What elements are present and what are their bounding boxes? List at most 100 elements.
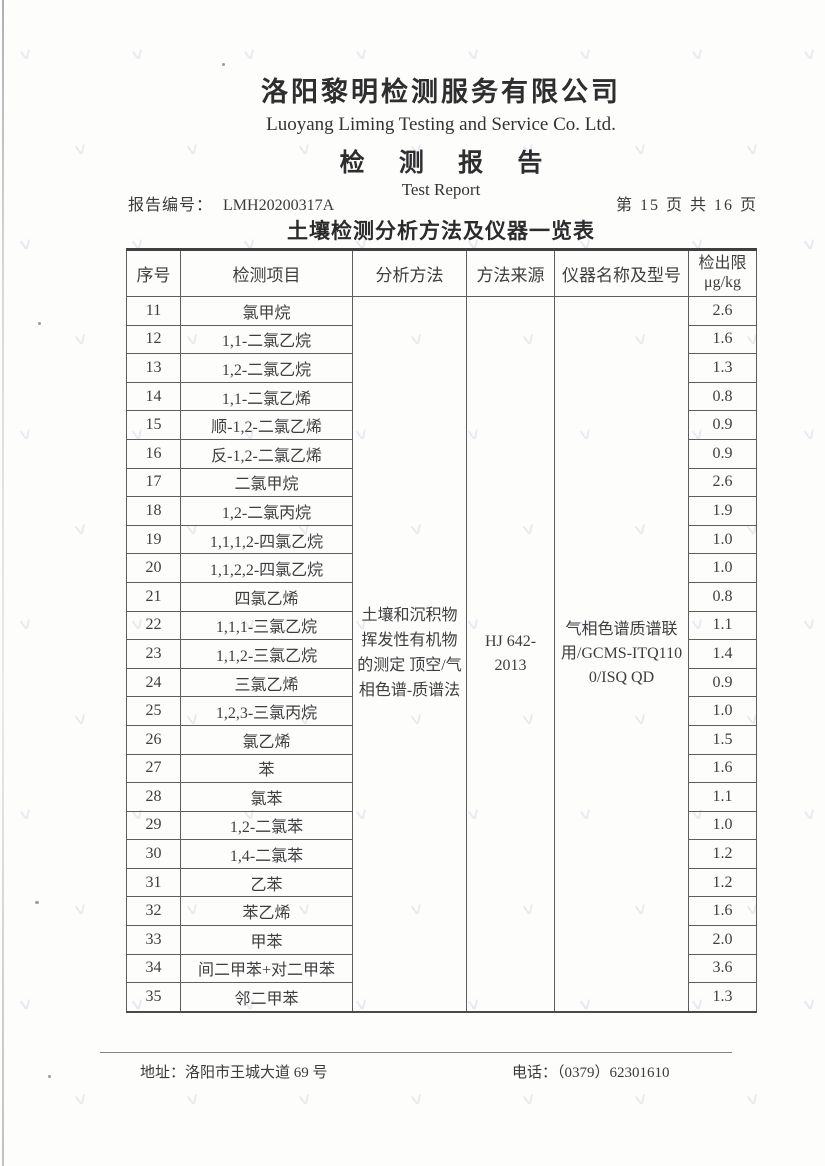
test-item-cell: 二氯甲烷 (180, 467, 353, 498)
report-title-en: Test Report (401, 180, 481, 199)
test-item-cell: 1,1-二氯乙烷 (180, 324, 353, 355)
detection-limit-cell: 1.6 (688, 324, 757, 355)
watermark-icon: ∨ (70, 898, 91, 920)
test-item-cell: 1,4-二氯苯 (180, 839, 353, 869)
test-item-cell: 1,1,1-三氯乙烷 (180, 610, 353, 641)
table-row: 29 1,2-二氯苯 1.0 (126, 810, 757, 841)
table-title: 土壤检测分析方法及仪器一览表 (287, 219, 595, 243)
table-row: 27 苯 1.6 (126, 753, 757, 784)
detection-limit-cell: 1.1 (688, 782, 757, 812)
test-item-cell: 苯 (180, 753, 353, 784)
test-item-cell: 1,2-二氯苯 (180, 810, 353, 841)
watermark-icon: ∨ (15, 233, 36, 255)
test-item-cell: 乙苯 (180, 867, 353, 898)
table-row: 35 邻二甲苯 1.3 (126, 982, 757, 1013)
col-header-limit: 检出限 μg/kg (688, 249, 757, 297)
watermark-icon: ∨ (127, 43, 148, 65)
report-title-cn: 检 测 报 告 (339, 150, 557, 177)
col-header-no: 序号 (126, 249, 181, 297)
watermark-icon: ∨ (630, 1088, 651, 1110)
detection-limit-cell: 1.6 (688, 896, 757, 927)
watermark-icon: ∨ (463, 43, 484, 65)
table-row: 19 1,1,1,2-四氯乙烷 1.0 (126, 524, 757, 555)
watermark-icon: ∨ (742, 1088, 763, 1110)
detection-limit-cell: 0.8 (688, 381, 757, 412)
row-number-cell: 33 (126, 925, 181, 955)
table-row: 28 氯苯 1.1 (126, 782, 757, 812)
row-number-cell: 14 (126, 381, 181, 412)
test-item-cell: 顺-1,2-二氯乙烯 (180, 410, 353, 440)
watermark-icon: ∨ (575, 43, 596, 65)
row-number-cell: 28 (126, 782, 181, 812)
watermark-icon: ∨ (15, 803, 36, 825)
row-number-cell: 15 (126, 410, 181, 440)
test-item-cell: 三氯乙烯 (180, 667, 353, 698)
row-number-cell: 29 (126, 810, 181, 841)
test-item-cell: 反-1,2-二氯乙烯 (180, 438, 353, 469)
test-item-cell: 氯乙烯 (180, 724, 353, 755)
table-row: 31 乙苯 1.2 (126, 867, 757, 898)
table-row: 11 氯甲烷 土壤和沉积物 挥发性有机物的测定 顶空/气相色谱-质谱法 HJ 6… (126, 295, 757, 1013)
row-number-cell: 26 (126, 724, 181, 755)
method-source-cell: HJ 642-2013 (466, 295, 555, 1013)
table-row: 18 1,2-二氯丙烷 1.9 (126, 496, 757, 526)
table-row: 22 1,1,1-三氯乙烷 1.1 (126, 610, 757, 641)
test-item-cell: 甲苯 (180, 925, 353, 955)
row-number-cell: 12 (126, 324, 181, 355)
row-number-cell: 13 (126, 353, 181, 383)
row-number-cell: 31 (126, 867, 181, 898)
watermark-icon: ∨ (239, 43, 260, 65)
test-item-cell: 氯甲烷 (180, 296, 353, 326)
col-header-limit-line1: 检出限 (698, 255, 747, 273)
watermark-icon: ∨ (687, 43, 708, 65)
footer-phone: 电话：（0379）62301610 (512, 1061, 670, 1082)
watermark-icon: ∨ (15, 613, 36, 635)
test-item-cell: 氯苯 (180, 782, 353, 812)
watermark-icon: ∨ (15, 993, 36, 1015)
col-header-instrument: 仪器名称及型号 (554, 249, 689, 297)
table-header-row: 序号 检测项目 分析方法 方法来源 仪器名称及型号 检出限 μg/kg (126, 249, 757, 297)
document-header: 洛阳黎明检测服务有限公司 Luoyang Liming Testing and … (126, 70, 756, 200)
watermark-icon: ∨ (799, 803, 820, 825)
detection-limit-cell: 0.9 (688, 438, 757, 469)
detection-limit-cell: 1.0 (688, 553, 757, 583)
row-number-cell: 25 (126, 696, 181, 726)
col-header-method: 分析方法 (352, 249, 467, 297)
detection-limit-cell: 1.2 (688, 867, 757, 898)
detection-limit-cell: 2.0 (688, 925, 757, 955)
watermark-icon: ∨ (294, 1088, 315, 1110)
watermark-icon: ∨ (70, 328, 91, 350)
table-body: 11 氯甲烷 土壤和沉积物 挥发性有机物的测定 顶空/气相色谱-质谱法 HJ 6… (126, 295, 757, 1013)
test-item-cell: 1,1-二氯乙烯 (180, 381, 353, 412)
detection-limit-cell: 1.3 (688, 353, 757, 383)
detection-limit-cell: 1.5 (688, 724, 757, 755)
detection-limit-cell: 1.1 (688, 610, 757, 641)
instrument-cell: 气相色谱质谱联用/GCMS-ITQ1100/ISQ QD (554, 295, 689, 1013)
test-item-cell: 1,1,2-三氯乙烷 (180, 639, 353, 669)
detection-limit-cell: 3.6 (688, 953, 757, 984)
watermark-icon: ∨ (518, 1088, 539, 1110)
scan-speck (48, 1075, 51, 1078)
table-row: 15 顺-1,2-二氯乙烯 0.9 (126, 410, 757, 440)
footer-address: 地址：洛阳市王城大道 69 号 (140, 1061, 328, 1082)
watermark-icon: ∨ (70, 1088, 91, 1110)
report-number-value: LMH20200317A (223, 197, 335, 214)
row-number-cell: 16 (126, 438, 181, 469)
table-row: 12 1,1-二氯乙烷 1.6 (126, 324, 757, 355)
detection-limit-cell: 1.3 (688, 982, 757, 1013)
detection-limit-cell: 1.0 (688, 810, 757, 841)
company-name-cn: 洛阳黎明检测服务有限公司 (261, 77, 621, 107)
col-header-item: 检测项目 (180, 249, 353, 297)
watermark-icon: ∨ (15, 423, 36, 445)
detection-limit-cell: 2.6 (688, 467, 757, 498)
detection-limit-cell: 1.6 (688, 753, 757, 784)
watermark-icon: ∨ (70, 138, 91, 160)
table-row: 21 四氯乙烯 0.8 (126, 581, 757, 612)
report-number-label: 报告编号： (128, 197, 214, 214)
row-number-cell: 30 (126, 839, 181, 869)
row-number-cell: 19 (126, 524, 181, 555)
page-indicator: 第 15 页 共 16 页 (615, 197, 758, 214)
row-number-cell: 17 (126, 467, 181, 498)
row-number-cell: 23 (126, 639, 181, 669)
row-number-cell: 34 (126, 953, 181, 984)
